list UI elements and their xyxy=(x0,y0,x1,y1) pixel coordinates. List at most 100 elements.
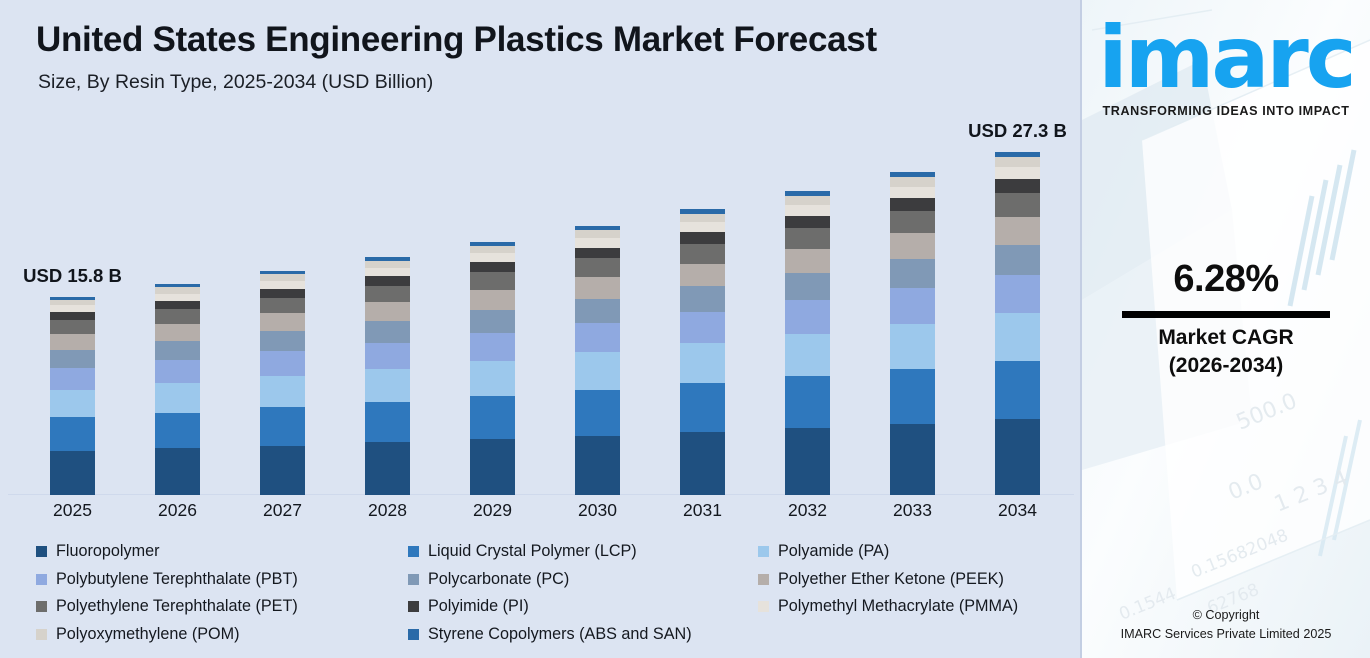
bar-segment[interactable] xyxy=(155,287,200,294)
bar-segment[interactable] xyxy=(890,198,935,211)
bar-segment[interactable] xyxy=(155,284,200,288)
bar-segment[interactable] xyxy=(365,260,410,268)
bar-segment[interactable] xyxy=(470,290,515,311)
bar-segment[interactable] xyxy=(365,285,410,303)
bar-segment[interactable] xyxy=(680,243,725,264)
bar-segment[interactable] xyxy=(575,258,620,278)
bar-segment[interactable] xyxy=(680,209,725,214)
legend-item[interactable]: Fluoropolymer xyxy=(36,542,408,561)
bar-segment[interactable] xyxy=(575,352,620,390)
bar-segment[interactable] xyxy=(365,321,410,343)
bar-segment[interactable] xyxy=(680,383,725,432)
bar-segment[interactable] xyxy=(995,244,1040,276)
bar-segment[interactable] xyxy=(50,305,95,313)
bar-segment[interactable] xyxy=(260,376,305,408)
bar-segment[interactable] xyxy=(680,431,725,495)
bar-segment[interactable] xyxy=(470,272,515,291)
stacked-bar[interactable] xyxy=(680,209,725,495)
bar-segment[interactable] xyxy=(260,270,305,275)
bar-segment[interactable] xyxy=(365,267,410,277)
bar-segment[interactable] xyxy=(890,423,935,495)
bar-segment[interactable] xyxy=(575,277,620,299)
legend-item[interactable]: Styrene Copolymers (ABS and SAN) xyxy=(408,625,758,644)
bar-segment[interactable] xyxy=(470,262,515,273)
bar-segment[interactable] xyxy=(680,232,725,244)
legend-item[interactable]: Polybutylene Terephthalate (PBT) xyxy=(36,570,408,589)
bar-segment[interactable] xyxy=(995,167,1040,180)
bar-segment[interactable] xyxy=(995,360,1040,420)
stacked-bar[interactable] xyxy=(365,256,410,495)
bar-segment[interactable] xyxy=(260,288,305,298)
bar-segment[interactable] xyxy=(575,238,620,248)
bar-segment[interactable] xyxy=(785,215,830,228)
bar-segment[interactable] xyxy=(155,324,200,341)
bar-segment[interactable] xyxy=(155,309,200,325)
legend-item[interactable]: Polyoxymethylene (POM) xyxy=(36,625,408,644)
bar-segment[interactable] xyxy=(890,177,935,187)
bar-segment[interactable] xyxy=(995,179,1040,194)
bar-segment[interactable] xyxy=(365,368,410,402)
bar-segment[interactable] xyxy=(680,343,725,384)
bar-segment[interactable] xyxy=(680,213,725,223)
bar-segment[interactable] xyxy=(785,333,830,377)
bar-segment[interactable] xyxy=(260,407,305,446)
bar-segment[interactable] xyxy=(155,448,200,495)
stacked-bar[interactable] xyxy=(785,191,830,495)
bar-segment[interactable] xyxy=(470,439,515,495)
bar-segment[interactable] xyxy=(50,367,95,390)
bar-segment[interactable] xyxy=(260,445,305,495)
bar-segment[interactable] xyxy=(260,297,305,314)
bar-segment[interactable] xyxy=(365,256,410,261)
bar-segment[interactable] xyxy=(890,288,935,324)
legend-item[interactable]: Polymethyl Methacrylate (PMMA) xyxy=(758,597,1066,616)
bar-segment[interactable] xyxy=(785,273,830,301)
bar-segment[interactable] xyxy=(575,322,620,353)
bar-segment[interactable] xyxy=(50,349,95,368)
bar-segment[interactable] xyxy=(575,230,620,239)
bar-segment[interactable] xyxy=(50,389,95,418)
bar-segment[interactable] xyxy=(680,263,725,287)
bar-segment[interactable] xyxy=(785,195,830,205)
stacked-bar[interactable] xyxy=(155,284,200,495)
legend-item[interactable]: Liquid Crystal Polymer (LCP) xyxy=(408,542,758,561)
bar-segment[interactable] xyxy=(575,226,620,231)
bar-segment[interactable] xyxy=(785,191,830,196)
stacked-bar[interactable] xyxy=(575,226,620,495)
bar-segment[interactable] xyxy=(995,193,1040,218)
bar-segment[interactable] xyxy=(785,300,830,334)
bar-segment[interactable] xyxy=(575,435,620,495)
stacked-bar[interactable] xyxy=(995,152,1040,495)
bar-segment[interactable] xyxy=(260,351,305,377)
bar-segment[interactable] xyxy=(575,389,620,436)
bar-segment[interactable] xyxy=(890,323,935,369)
bar-segment[interactable] xyxy=(890,259,935,289)
bar-segment[interactable] xyxy=(50,299,95,306)
bar-segment[interactable] xyxy=(365,401,410,443)
bar-segment[interactable] xyxy=(365,302,410,322)
bar-segment[interactable] xyxy=(680,286,725,312)
bar-segment[interactable] xyxy=(260,313,305,332)
bar-segment[interactable] xyxy=(155,341,200,360)
bar-segment[interactable] xyxy=(470,332,515,361)
legend-item[interactable]: Polyimide (PI) xyxy=(408,597,758,616)
bar-segment[interactable] xyxy=(260,331,305,352)
bar-segment[interactable] xyxy=(365,442,410,495)
bar-segment[interactable] xyxy=(470,245,515,254)
bar-segment[interactable] xyxy=(995,152,1040,158)
bar-segment[interactable] xyxy=(50,451,95,495)
bar-segment[interactable] xyxy=(470,242,515,246)
bar-segment[interactable] xyxy=(470,360,515,397)
bar-segment[interactable] xyxy=(365,342,410,369)
bar-segment[interactable] xyxy=(470,310,515,333)
bar-segment[interactable] xyxy=(785,248,830,274)
bar-segment[interactable] xyxy=(50,312,95,321)
bar-segment[interactable] xyxy=(470,253,515,263)
bar-segment[interactable] xyxy=(365,276,410,286)
bar-segment[interactable] xyxy=(995,217,1040,245)
bar-segment[interactable] xyxy=(155,412,200,449)
legend-item[interactable]: Polycarbonate (PC) xyxy=(408,570,758,589)
bar-segment[interactable] xyxy=(575,247,620,259)
bar-segment[interactable] xyxy=(50,417,95,452)
bar-segment[interactable] xyxy=(260,281,305,289)
bar-segment[interactable] xyxy=(155,293,200,302)
